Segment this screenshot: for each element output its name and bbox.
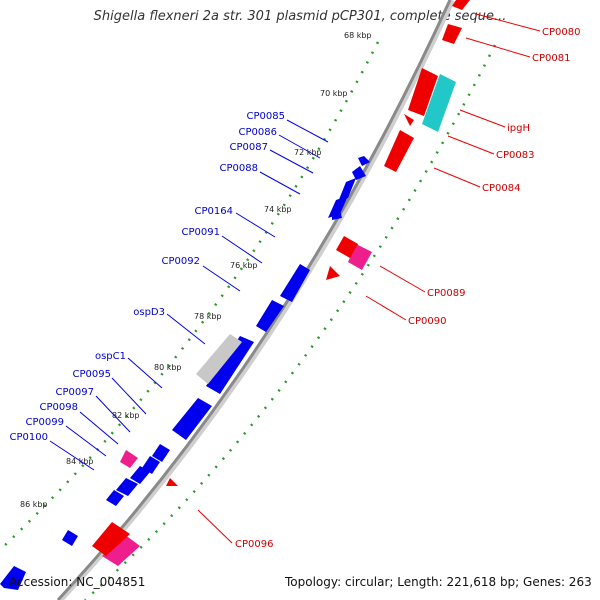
gene-cp0081 [442,24,462,44]
gene-ipgh [408,68,438,116]
label-cp0086: CP0086 [239,127,277,138]
gene-cp0085 [358,156,370,166]
gene-cp0164 [332,210,342,220]
gene-cp0096 [166,478,178,486]
tick-label: 80 kbp [154,363,182,372]
gene-pink-2 [120,450,138,468]
leader-line [475,13,541,32]
leader-line [433,167,481,188]
label-cp0098: CP0098 [40,402,78,413]
leader-line [65,425,107,457]
backbone [56,0,452,600]
label-cp0080: CP0080 [542,27,580,38]
gene-cp0089 [336,236,358,258]
leader-line [465,37,531,58]
tick-label: 86 kbp [20,500,48,509]
leader-line [95,395,131,433]
gene-cp0090 [326,266,340,280]
gene-cp0099 [116,478,138,496]
leader-line [127,357,163,389]
gene-cp0087 [338,178,356,202]
gene-cp0084 [384,130,414,172]
label-cp0097: CP0097 [56,387,94,398]
leader-line [197,509,233,544]
label-cp0099: CP0099 [26,417,64,428]
scale-labels: 68 kbp 70 kbp 72 kbp 74 kbp 76 kbp 78 kb… [20,31,372,509]
forward-label-group: CP0085 CP0086 CP0087 CP0088 CP0164 CP009… [10,111,329,471]
tick-label: 74 kbp [264,205,292,214]
label-cp0081: CP0081 [532,53,570,64]
forward-features [0,156,370,590]
label-cp0090: CP0090 [408,316,446,327]
tick-label: 70 kbp [320,89,348,98]
gene-small-2 [0,566,26,590]
leader-line [235,212,276,238]
backbone-shadow [57,0,455,600]
leader-line [286,119,329,143]
leader-line [79,411,119,445]
tick-label: 76 kbp [230,261,258,270]
label-cp0092: CP0092 [162,256,200,267]
leader-line [269,149,314,174]
gene-pink-3 [102,534,140,566]
gene-cp0091 [280,264,310,302]
summary-text: Topology: circular; Length: 221,618 bp; … [285,575,592,589]
label-cp0095: CP0095 [73,369,111,380]
leader-line [459,109,506,128]
label-cp0084: CP0084 [482,183,520,194]
gene-small-1 [62,530,78,546]
reverse-features [92,0,470,556]
inner-tick-ring [0,41,380,551]
tick-label: 72 kbp [294,148,322,157]
leader-line [166,313,206,345]
label-cp0088: CP0088 [220,163,258,174]
label-cp0096: CP0096 [235,539,273,550]
tick-label: 68 kbp [344,31,372,40]
gene-cp0080 [452,0,470,10]
gene-cp0098 [130,466,150,484]
gene-red-lower [92,522,130,556]
gene-cp0092 [256,300,284,332]
tick-label: 82 kbp [112,411,140,420]
label-ospd3: ospD3 [133,307,165,318]
gene-cp0097 [142,456,160,474]
leader-line [202,265,241,292]
label-ipgh: ipgH [507,123,530,134]
leader-line [221,235,263,264]
tick-label: 84 kbp [66,457,94,466]
label-cp0164: CP0164 [195,206,233,217]
leader-line [379,265,426,293]
gene-ospd3 [206,336,254,394]
label-ospc1: ospC1 [95,351,126,362]
label-cp0100: CP0100 [10,432,48,443]
accession-text: Accession: NC_004851 [9,575,146,589]
leader-line [259,171,301,195]
label-cp0087: CP0087 [230,142,268,153]
gene-cp0083 [404,114,414,126]
tick-label: 78 kbp [194,312,222,321]
leader-line [49,440,95,471]
label-cp0085: CP0085 [247,111,285,122]
leader-line [447,135,495,155]
map-title: Shigella flexneri 2a str. 301 plasmid pC… [93,9,507,24]
label-cp0091: CP0091 [182,227,220,238]
label-cp0083: CP0083 [496,150,534,161]
gene-cp0086 [352,166,366,180]
leader-line [365,295,407,321]
reverse-label-group: CP0080 CP0081 ipgH CP0083 CP0084 CP0089 … [197,13,580,550]
gene-cyan [422,74,456,132]
leader-line [278,134,321,159]
pink-features [102,244,372,566]
gene-cp0100 [106,490,124,506]
gene-cp0095 [152,444,170,462]
gene-gray [196,334,242,384]
label-cp0089: CP0089 [427,288,465,299]
leader-line [111,377,147,415]
gene-ospc1 [172,398,212,440]
